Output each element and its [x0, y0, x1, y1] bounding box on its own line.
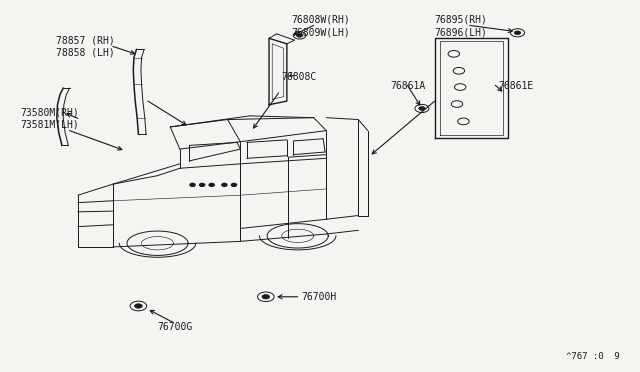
Circle shape: [262, 295, 269, 299]
Circle shape: [200, 183, 205, 186]
Text: 73581M(LH): 73581M(LH): [20, 119, 79, 129]
Text: 76896(LH): 76896(LH): [435, 27, 488, 37]
Circle shape: [222, 183, 227, 186]
Circle shape: [134, 304, 142, 308]
Circle shape: [209, 183, 214, 186]
Circle shape: [515, 31, 521, 35]
Text: ^767 :0  9: ^767 :0 9: [566, 352, 620, 361]
Text: 76861A: 76861A: [390, 81, 426, 91]
Text: 76895(RH): 76895(RH): [435, 15, 488, 25]
Text: 76700G: 76700G: [157, 322, 193, 332]
Text: 76700H: 76700H: [301, 292, 336, 302]
Text: 76808C: 76808C: [282, 72, 317, 82]
Text: 76808W(RH): 76808W(RH): [291, 15, 350, 25]
Text: 78857 (RH): 78857 (RH): [56, 35, 115, 45]
Circle shape: [419, 107, 425, 110]
Text: 76861E: 76861E: [499, 81, 534, 91]
Circle shape: [296, 33, 303, 37]
Circle shape: [190, 183, 195, 186]
Text: 78858 (LH): 78858 (LH): [56, 47, 115, 57]
Text: 76809W(LH): 76809W(LH): [291, 27, 350, 37]
Circle shape: [232, 183, 237, 186]
Text: 73580M(RH): 73580M(RH): [20, 107, 79, 117]
